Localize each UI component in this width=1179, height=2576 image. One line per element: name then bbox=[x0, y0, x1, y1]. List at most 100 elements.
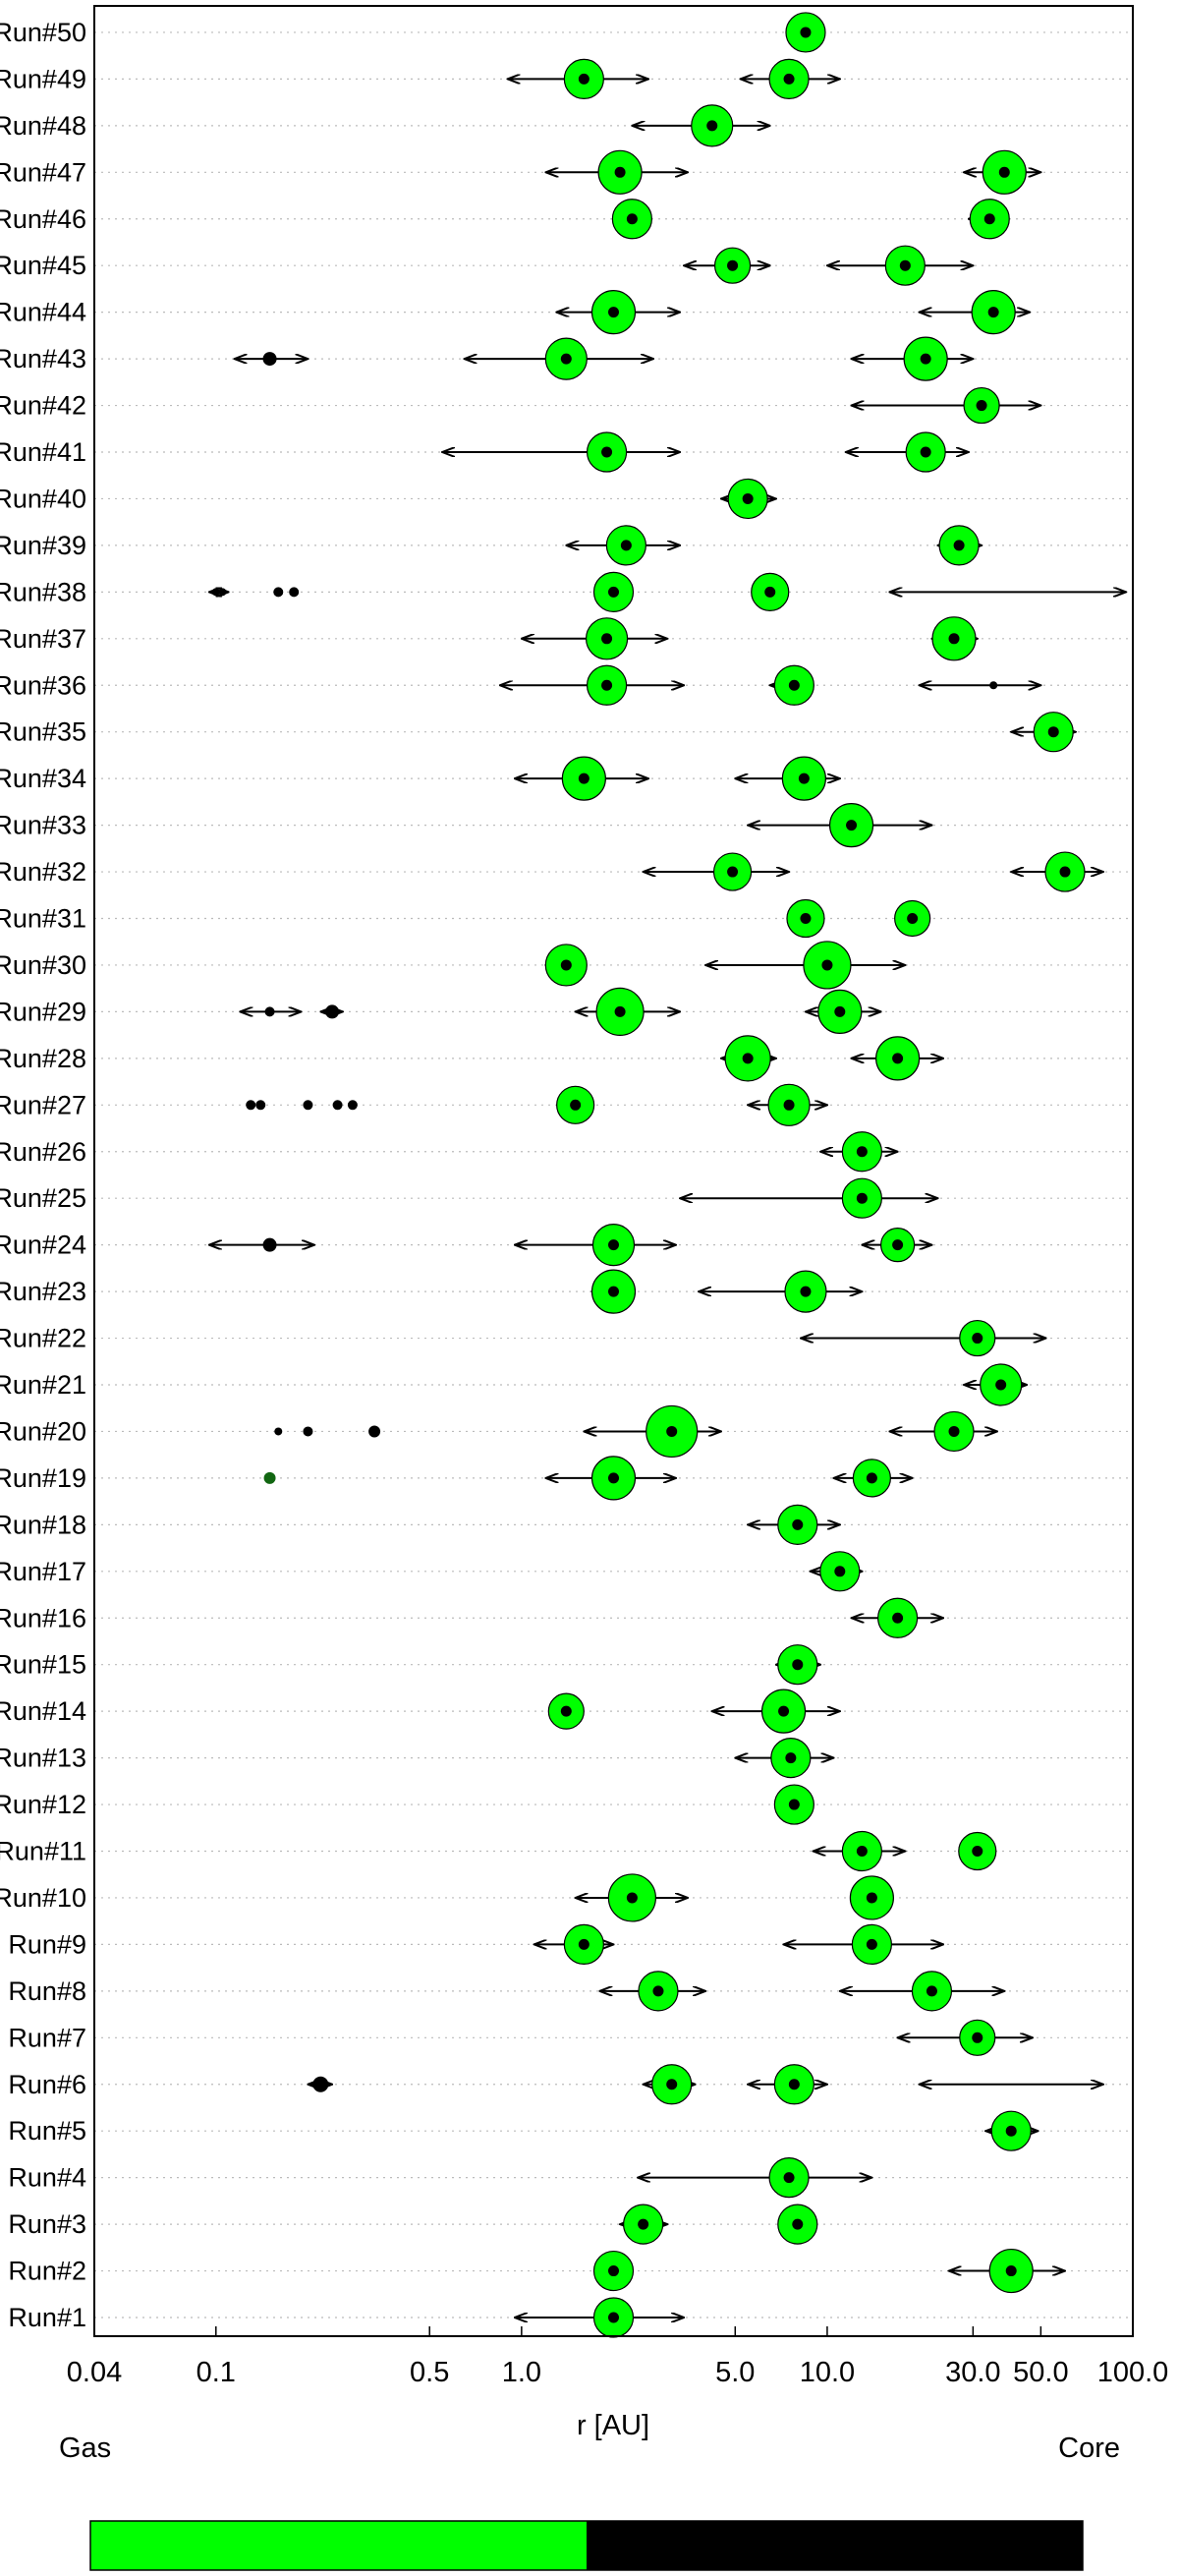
planet-core bbox=[907, 913, 919, 924]
x-tick-label: 0.5 bbox=[410, 2357, 449, 2388]
small-planet bbox=[263, 1471, 276, 1484]
planet-core bbox=[608, 1239, 619, 1251]
planet-core bbox=[972, 1333, 983, 1345]
run-labels: Run#1 Run#2 Run#3 Run#4 Run#5 Run#6 Run#7 Run#8… bbox=[0, 18, 86, 2332]
planet-core bbox=[920, 446, 931, 458]
planet-core bbox=[798, 773, 810, 784]
x-tick-label: 50.0 bbox=[1013, 2357, 1068, 2388]
planet-core bbox=[983, 213, 995, 225]
plot-frame bbox=[93, 5, 1134, 2337]
run-label: Run#24 bbox=[0, 1231, 86, 1260]
run-label: Run#17 bbox=[0, 1557, 86, 1586]
run-label: Run#2 bbox=[8, 2257, 86, 2286]
run-label: Run#45 bbox=[0, 251, 86, 280]
small-planet bbox=[325, 1004, 340, 1019]
run-label: Run#15 bbox=[0, 1650, 86, 1680]
small-planet bbox=[264, 1006, 275, 1017]
planet-core bbox=[578, 773, 590, 784]
small-planet bbox=[273, 587, 284, 598]
run-label: Run#38 bbox=[0, 577, 86, 606]
small-planet bbox=[989, 681, 998, 690]
planet-core bbox=[800, 1286, 812, 1297]
run-label: Run#18 bbox=[0, 1510, 86, 1539]
run-label: Run#46 bbox=[0, 204, 86, 234]
planet-core bbox=[866, 1938, 877, 1950]
planet-core bbox=[608, 586, 619, 598]
planet-core bbox=[892, 1612, 904, 1624]
x-tick-label: 0.04 bbox=[67, 2357, 122, 2388]
planet-core bbox=[608, 307, 619, 318]
planet-core bbox=[666, 2079, 678, 2090]
planet-core bbox=[788, 679, 800, 691]
colorbar-gas-label: Gas bbox=[59, 2433, 111, 2464]
run-label: Run#7 bbox=[8, 2023, 86, 2052]
small-planet bbox=[262, 352, 277, 367]
run-label: Run#32 bbox=[0, 857, 86, 887]
planet-core bbox=[987, 307, 999, 318]
run-label: Run#40 bbox=[0, 484, 86, 513]
run-label: Run#48 bbox=[0, 111, 86, 141]
planet-core bbox=[560, 1705, 572, 1717]
run-label: Run#41 bbox=[0, 437, 86, 467]
run-label: Run#6 bbox=[8, 2070, 86, 2099]
planet-core bbox=[783, 1099, 795, 1111]
planet-core bbox=[800, 913, 812, 924]
planet-core bbox=[792, 2218, 804, 2230]
run-label: Run#16 bbox=[0, 1603, 86, 1632]
planet-core bbox=[608, 1286, 619, 1297]
planet-core bbox=[727, 866, 739, 878]
planet-core bbox=[972, 1846, 983, 1857]
planet-core bbox=[783, 2172, 795, 2184]
x-tick-label: 5.0 bbox=[715, 2357, 755, 2388]
planet-core bbox=[856, 1846, 868, 1857]
small-planet bbox=[289, 587, 300, 598]
small-planet bbox=[211, 588, 220, 597]
run-label: Run#22 bbox=[0, 1324, 86, 1353]
run-label: Run#1 bbox=[8, 2303, 86, 2332]
run-label: Run#9 bbox=[8, 1929, 86, 1959]
planet-core bbox=[926, 1985, 937, 1997]
run-label: Run#30 bbox=[0, 950, 86, 980]
planet-core bbox=[792, 1518, 804, 1530]
planet-core bbox=[578, 1938, 590, 1950]
colorbar-core-segment bbox=[587, 2521, 1083, 2570]
planet-core bbox=[892, 1239, 904, 1251]
planet-core bbox=[626, 213, 638, 225]
run-label: Run#25 bbox=[0, 1183, 86, 1213]
planet-core bbox=[783, 73, 795, 85]
small-planet bbox=[262, 1237, 277, 1252]
planet-core bbox=[560, 353, 572, 365]
planet-core bbox=[856, 1192, 868, 1204]
run-label: Run#36 bbox=[0, 670, 86, 700]
planet-core bbox=[601, 679, 613, 691]
run-label: Run#28 bbox=[0, 1044, 86, 1073]
planet-core bbox=[785, 1752, 797, 1764]
run-label: Run#43 bbox=[0, 344, 86, 373]
run-label: Run#19 bbox=[0, 1463, 86, 1493]
small-planet bbox=[332, 1100, 343, 1111]
planet-core bbox=[948, 633, 960, 645]
run-label: Run#39 bbox=[0, 531, 86, 560]
planet-core bbox=[560, 959, 572, 971]
colorbar-frame bbox=[89, 2520, 1084, 2571]
planet-core bbox=[608, 1472, 619, 1484]
planet-core bbox=[742, 1053, 754, 1064]
planet-core bbox=[892, 1053, 904, 1064]
x-tick-label: 30.0 bbox=[945, 2357, 1000, 2388]
planet-core bbox=[727, 259, 739, 271]
run-label: Run#33 bbox=[0, 811, 86, 840]
run-label: Run#12 bbox=[0, 1790, 86, 1819]
planet-core bbox=[652, 1985, 664, 1997]
planet-core bbox=[856, 1146, 868, 1158]
planet-core bbox=[578, 73, 590, 85]
grid-lines bbox=[94, 31, 1133, 2318]
run-label: Run#10 bbox=[0, 1883, 86, 1913]
run-label: Run#35 bbox=[0, 717, 86, 747]
planet-core bbox=[614, 166, 626, 178]
run-label: Run#31 bbox=[0, 904, 86, 934]
planet-core bbox=[764, 586, 776, 598]
colorbar-gas-segment bbox=[90, 2521, 587, 2570]
run-label: Run#49 bbox=[0, 64, 86, 93]
x-tick-label: 1.0 bbox=[502, 2357, 541, 2388]
